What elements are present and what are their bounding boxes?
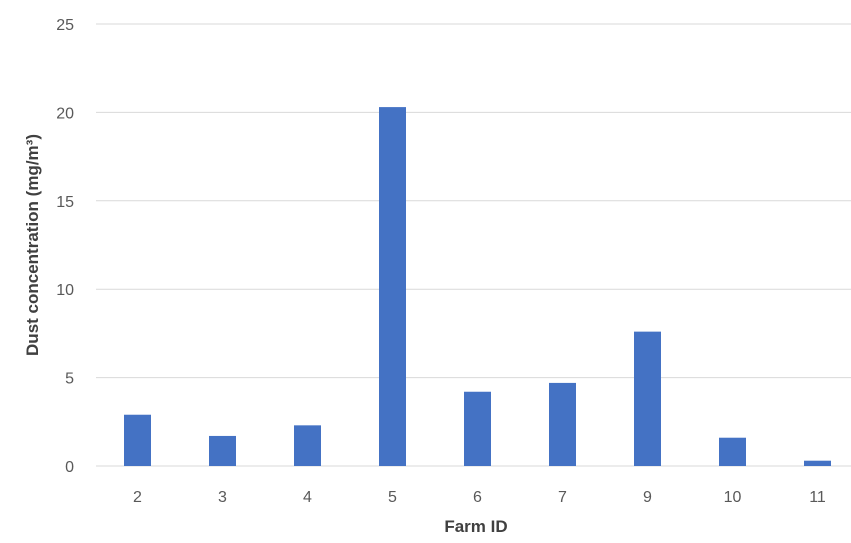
x-axis-ticks: 2 3 4 5 6 7 9 10 11 [133,489,826,506]
y-axis-title: Dust concentration (mg/m³) [23,134,42,356]
y-tick-label: 25 [56,17,74,34]
y-tick-label: 5 [65,371,74,388]
y-tick-label: 15 [56,194,74,211]
y-axis-ticks: 0 5 10 15 20 25 [56,17,74,476]
x-tick-label: 4 [303,489,312,506]
bar-farm-3 [209,435,236,466]
x-tick-label: 11 [809,489,826,506]
bar-farm-4 [294,425,321,466]
x-tick-label: 5 [388,489,397,506]
x-tick-label: 2 [133,489,142,506]
x-axis-title: Farm ID [444,517,507,536]
bar-farm-6 [464,391,491,466]
y-tick-label: 0 [65,459,74,476]
bar-farm-5 [379,107,406,466]
y-tick-label: 20 [56,105,74,122]
x-tick-label: 3 [218,489,227,506]
bar-farm-9 [634,331,661,466]
x-tick-label: 7 [558,489,567,506]
bars [124,107,831,466]
x-tick-label: 10 [724,489,742,506]
x-tick-label: 6 [473,489,482,506]
bar-farm-10 [719,437,746,466]
x-tick-label: 9 [643,489,652,506]
y-tick-label: 10 [56,282,74,299]
bar-farm-11 [804,460,831,466]
bar-farm-7 [549,382,576,466]
bar-farm-2 [124,414,151,466]
